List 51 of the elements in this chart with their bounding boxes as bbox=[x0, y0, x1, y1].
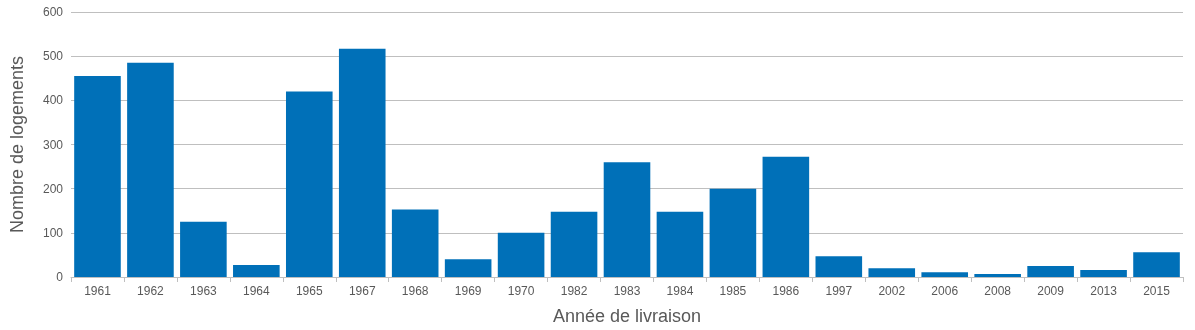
bar bbox=[74, 76, 121, 277]
x-tick-label: 1985 bbox=[719, 284, 747, 298]
y-tick-label: 200 bbox=[42, 181, 64, 196]
y-tick-label: 500 bbox=[42, 49, 64, 64]
x-tick-label: 2002 bbox=[878, 284, 906, 298]
x-tick-label: 1964 bbox=[242, 284, 270, 298]
x-tick-label: 1968 bbox=[401, 284, 429, 298]
bar bbox=[762, 156, 810, 277]
x-tick-label: 1961 bbox=[84, 284, 112, 298]
x-tick-label: 1967 bbox=[348, 284, 376, 298]
x-tick-label: 1986 bbox=[772, 284, 800, 298]
x-tick-label: 1962 bbox=[137, 284, 165, 298]
x-tick-label: 1982 bbox=[560, 284, 588, 298]
y-tick-label: 0 bbox=[56, 270, 64, 284]
bar bbox=[656, 211, 704, 277]
x-tick-label: 1984 bbox=[666, 284, 694, 298]
x-tick-label: 1965 bbox=[295, 284, 323, 298]
y-tick-label: 100 bbox=[42, 225, 64, 240]
bar bbox=[391, 209, 439, 277]
bar bbox=[1027, 265, 1074, 277]
bar bbox=[338, 48, 386, 277]
x-tick-label: 2006 bbox=[931, 284, 959, 298]
y-tick-label: 300 bbox=[42, 137, 64, 152]
x-tick-label: 2009 bbox=[1037, 284, 1065, 298]
bar bbox=[285, 91, 333, 277]
bar bbox=[180, 221, 227, 277]
y-axis-title: Nombre de logements bbox=[7, 55, 27, 234]
x-axis-title: Année de livraison bbox=[552, 306, 702, 326]
bar bbox=[1080, 269, 1127, 277]
x-tick-label: 2015 bbox=[1143, 284, 1171, 298]
bar bbox=[815, 256, 863, 277]
x-tick-label: 2008 bbox=[984, 284, 1012, 298]
x-tick-label: 1969 bbox=[454, 284, 482, 298]
bar bbox=[709, 188, 757, 277]
bar bbox=[974, 273, 1021, 277]
bar bbox=[444, 259, 492, 277]
x-tick-label: 1970 bbox=[507, 284, 535, 298]
bar bbox=[921, 272, 969, 277]
bar bbox=[1133, 252, 1180, 277]
y-tick-label: 600 bbox=[42, 5, 64, 19]
x-tick-label: 1963 bbox=[190, 284, 218, 298]
bar bbox=[603, 162, 651, 277]
bar bbox=[550, 211, 598, 277]
y-tick-label: 400 bbox=[42, 93, 64, 108]
x-tick-label: 1997 bbox=[825, 284, 853, 298]
x-tick-label: 1983 bbox=[613, 284, 641, 298]
x-tick-label: 2013 bbox=[1090, 284, 1118, 298]
bar bbox=[497, 232, 545, 277]
bar bbox=[127, 62, 174, 277]
bar bbox=[868, 268, 916, 277]
bar bbox=[233, 265, 280, 277]
